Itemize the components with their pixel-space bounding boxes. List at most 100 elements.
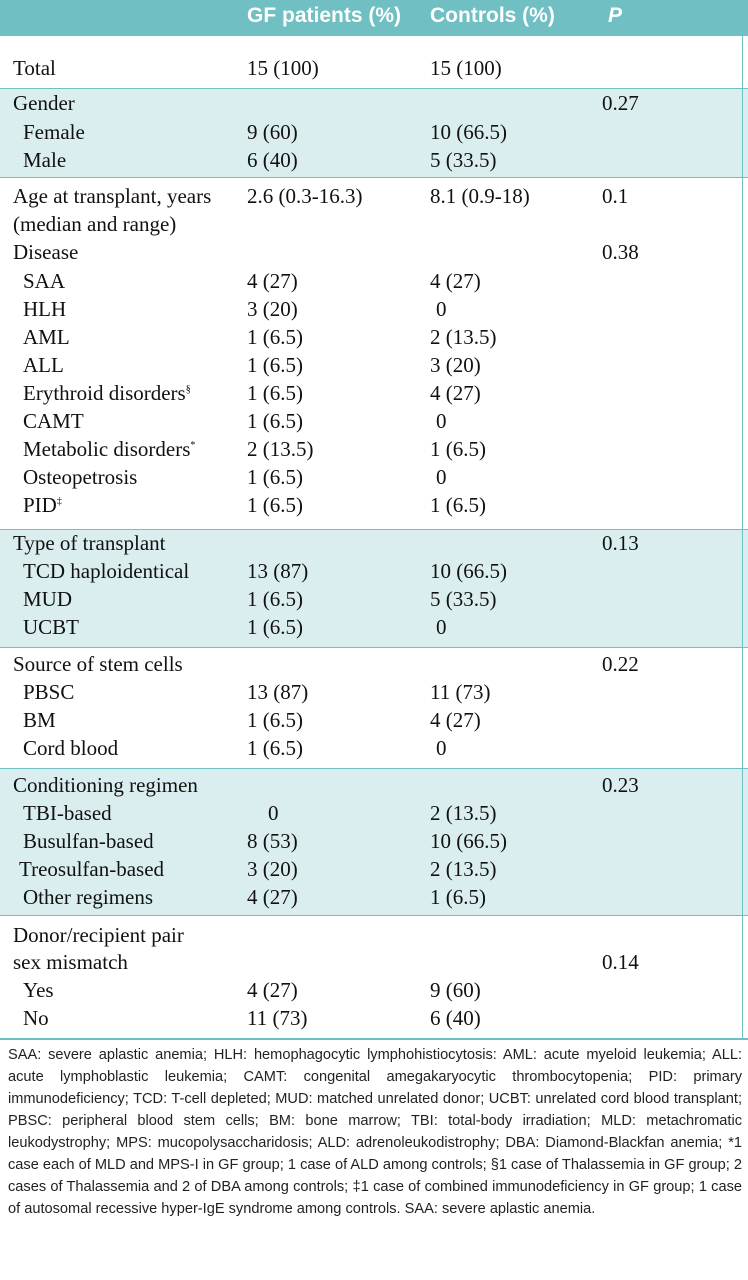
- row-label: Yes: [23, 978, 54, 1002]
- row-label: PID‡: [23, 493, 62, 517]
- cell-controls: 0: [436, 297, 447, 321]
- cell-gf: 3 (20): [247, 857, 298, 881]
- cell-p-value: 0.27: [602, 91, 639, 115]
- row-label-continued: (median and range): [13, 212, 177, 236]
- cell-gf: 4 (27): [247, 978, 298, 1002]
- row-label: HLH: [23, 297, 67, 321]
- row-label: Male: [23, 148, 67, 172]
- cell-controls: 2 (13.5): [430, 857, 497, 881]
- cell-controls: 1 (6.5): [430, 885, 486, 909]
- header-p-value: P: [608, 4, 623, 27]
- cell-controls: 3 (20): [430, 353, 481, 377]
- cell-gf: 2.6 (0.3-16.3): [247, 184, 363, 208]
- cell-p-value: 0.1: [602, 184, 629, 208]
- cell-p-value: 0.14: [602, 950, 639, 974]
- cell-gf: 1 (6.5): [247, 493, 303, 517]
- cell-gf: 1 (6.5): [247, 381, 303, 405]
- row-label: Cord blood: [23, 736, 119, 760]
- cell-controls: 6 (40): [430, 1006, 481, 1030]
- cell-controls: 4 (27): [430, 269, 481, 293]
- cell-controls: 0: [436, 615, 447, 639]
- row-label: Osteopetrosis: [23, 465, 138, 489]
- cell-controls: 9 (60): [430, 978, 481, 1002]
- cell-controls: 15 (100): [430, 56, 502, 80]
- cell-controls: 4 (27): [430, 708, 481, 732]
- cell-gf: 8 (53): [247, 829, 298, 853]
- row-label: AML: [23, 325, 70, 349]
- row-label-text: PID: [23, 493, 57, 517]
- cell-gf: 1 (6.5): [247, 409, 303, 433]
- cell-controls: 5 (33.5): [430, 587, 497, 611]
- cell-gf: 1 (6.5): [247, 615, 303, 639]
- cell-gf: 11 (73): [247, 1006, 308, 1030]
- cell-gf: 1 (6.5): [247, 325, 303, 349]
- row-label: Other regimens: [23, 885, 154, 909]
- table-header: GF patients (%) Controls (%) P: [0, 0, 748, 36]
- row-label: Total: [13, 56, 56, 80]
- table-border: [742, 36, 743, 1039]
- band-transplant: [0, 529, 748, 647]
- cell-gf: 1 (6.5): [247, 587, 303, 611]
- row-label: CAMT: [23, 409, 84, 433]
- row-label: Metabolic disorders*: [23, 437, 195, 461]
- row-label: Age at transplant, years: [13, 184, 212, 208]
- cell-controls: 1 (6.5): [430, 437, 486, 461]
- row-label: UCBT: [23, 615, 80, 639]
- header-controls: Controls (%): [430, 4, 555, 27]
- cell-gf: 1 (6.5): [247, 353, 303, 377]
- section-label: Type of transplant: [13, 531, 166, 555]
- cell-controls: 1 (6.5): [430, 493, 486, 517]
- row-label: SAA: [23, 269, 66, 293]
- row-label: Female: [23, 120, 85, 144]
- cell-gf: 1 (6.5): [247, 708, 303, 732]
- cell-controls: 0: [436, 409, 447, 433]
- cell-controls: 5 (33.5): [430, 148, 497, 172]
- header-gf-patients: GF patients (%): [247, 4, 402, 27]
- cell-controls: 0: [436, 465, 447, 489]
- band-conditioning: [0, 768, 748, 915]
- cell-gf: 13 (87): [247, 559, 309, 583]
- cell-controls: 10 (66.5): [430, 829, 507, 853]
- footnote-marker: *: [190, 440, 196, 451]
- cell-controls: 2 (13.5): [430, 801, 497, 825]
- divider: [0, 768, 748, 769]
- cell-p-value: 0.38: [602, 240, 639, 264]
- row-label: Busulfan-based: [23, 829, 154, 853]
- table-footnote: SAA: severe aplastic anemia; HLH: hemoph…: [8, 1047, 742, 1217]
- divider: [0, 647, 748, 648]
- footnote-marker: ‡: [56, 496, 62, 507]
- divider: [0, 529, 748, 530]
- cell-gf: 13 (87): [247, 680, 309, 704]
- row-label: Treosulfan-based: [19, 857, 165, 881]
- cell-gf: 15 (100): [247, 56, 319, 80]
- cell-gf: 6 (40): [247, 148, 298, 172]
- row-label-text: Metabolic disorders: [23, 437, 191, 461]
- cell-p-value: 0.13: [602, 531, 639, 555]
- row-label: ALL: [23, 353, 64, 377]
- cell-gf: 2 (13.5): [247, 437, 314, 461]
- cell-p-value: 0.23: [602, 773, 639, 797]
- band-gender: [0, 88, 748, 177]
- section-label: Source of stem cells: [13, 652, 183, 676]
- cell-p-value: 0.22: [602, 652, 639, 676]
- cell-controls: 4 (27): [430, 381, 481, 405]
- row-label: Erythroid disorders§: [23, 381, 191, 405]
- row-label: TCD haploidentical: [23, 559, 190, 583]
- cell-controls: 2 (13.5): [430, 325, 497, 349]
- row-label: BM: [23, 708, 56, 732]
- section-label: Disease: [13, 240, 79, 264]
- section-label: Conditioning regimen: [13, 773, 198, 797]
- section-label: Donor/recipient pair: [13, 923, 184, 947]
- cell-controls: 10 (66.5): [430, 120, 507, 144]
- cell-controls: 11 (73): [430, 680, 491, 704]
- cell-controls: 8.1 (0.9-18): [430, 184, 530, 208]
- divider: [0, 177, 748, 178]
- cell-gf: 1 (6.5): [247, 465, 303, 489]
- cell-gf: 0: [268, 801, 279, 825]
- cell-gf: 3 (20): [247, 297, 298, 321]
- section-label: Gender: [13, 91, 75, 115]
- cell-controls: 0: [436, 736, 447, 760]
- cell-gf: 4 (27): [247, 269, 298, 293]
- divider: [0, 1038, 748, 1040]
